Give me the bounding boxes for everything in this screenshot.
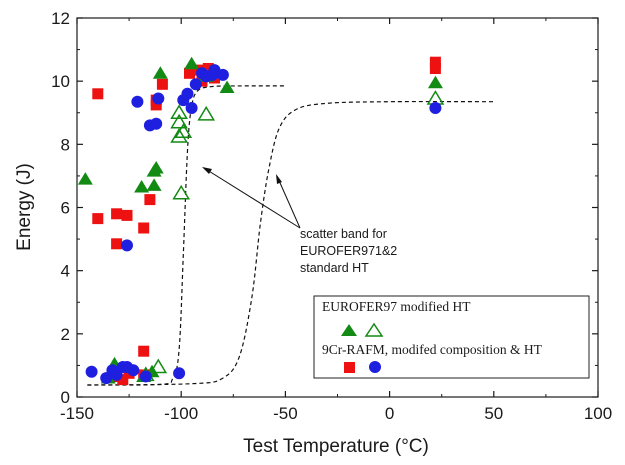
annotation-line-1: scatter band for: [300, 227, 387, 241]
data-point-triangle-6: [148, 161, 164, 174]
legend: EUROFER97 modified HT 9Cr-RAFM, modifed …: [313, 295, 590, 379]
axis-layer: [76, 17, 599, 398]
x-axis-title: Test Temperature (°C): [243, 436, 429, 457]
data-point-square-1: [92, 88, 104, 100]
data-point-circle-19: [208, 64, 221, 77]
data-point-triangle-open-2: [170, 113, 188, 129]
legend-box: [313, 295, 590, 379]
annotation-arrow-right: [276, 175, 301, 229]
data-point-circle-24: [106, 364, 119, 377]
data-point-square-13: [184, 67, 195, 79]
legend-marker-open-triangle: [364, 322, 384, 337]
data-point-triangle-11: [219, 80, 235, 93]
y-tick-label: 6: [61, 199, 70, 218]
data-point-square-4: [111, 238, 123, 250]
data-point-triangle-1: [77, 172, 93, 185]
data-point-square-2: [92, 213, 104, 225]
legend-label-group1: EUROFER97 modified HT: [322, 299, 471, 314]
data-point-square-3: [111, 208, 123, 220]
data-point-circle-23: [121, 361, 133, 373]
data-point-triangle-8: [152, 66, 168, 79]
annotation: scatter band for EUROFER971&2 standard H…: [202, 167, 397, 275]
data-point-circle-22: [429, 102, 442, 114]
data-point-square-9: [144, 194, 156, 206]
y-tick-label: 10: [51, 72, 70, 91]
data-point-triangle-open-5: [174, 123, 193, 138]
annotation-line-2: EUROFER971&2: [300, 244, 397, 258]
data-point-triangle-3: [134, 179, 150, 193]
y-tick-label: 12: [51, 9, 70, 28]
scatter-band-curve-2: [87, 100, 494, 386]
annotation-arrowhead-left: [202, 167, 212, 174]
legend-marker-filled-triangle: [341, 324, 357, 336]
data-point-square-5: [121, 209, 133, 221]
data-point-circle-21: [173, 367, 186, 380]
data-point-circle-1: [85, 365, 98, 378]
scatter-band-curve-1: [87, 85, 286, 386]
y-axis-title: Energy (J): [14, 163, 35, 251]
data-point-circle-10: [150, 117, 163, 130]
data-point-triangle-open-3: [170, 127, 188, 143]
data-point-triangle-7: [146, 178, 162, 191]
tick-label-layer: -150 -100 -50 0 50 100 0 2 4 6 8 10 12: [51, 9, 612, 423]
x-tick-label: -100: [164, 404, 198, 423]
data-point-circle-13: [181, 87, 194, 100]
scatter-band-layer: [87, 85, 494, 386]
data-point-circle-8: [139, 370, 152, 383]
data-point-triangle-open-6: [197, 105, 216, 121]
x-tick-label: -150: [60, 404, 94, 423]
data-point-triangle-9: [184, 56, 200, 70]
annotation-arrowhead-right: [276, 174, 282, 184]
data-point-circle-20: [185, 102, 198, 114]
data-point-triangle-12: [427, 75, 443, 89]
legend-marker-square: [344, 362, 355, 373]
data-point-circle-5: [121, 239, 133, 252]
x-tick-label: 0: [385, 404, 394, 423]
y-tick-label: 0: [61, 388, 70, 407]
x-tick-label: -50: [273, 404, 298, 423]
annotation-arrow-left: [203, 167, 301, 229]
data-point-square-19: [429, 63, 441, 74]
data-point-square-7: [138, 222, 150, 234]
legend-label-group2: 9Cr-RAFM, modifed composition & HT: [322, 342, 543, 357]
data-point-circle-7: [131, 95, 144, 108]
data-point-square-16: [202, 63, 214, 74]
y-tick-label: 8: [61, 135, 70, 154]
data-point-layer: [77, 56, 445, 386]
data-point-triangle-open-1: [170, 104, 188, 119]
data-point-square-11: [156, 78, 168, 90]
data-point-circle-14: [189, 78, 202, 91]
x-tick-label: 50: [484, 404, 503, 423]
annotation-line-3: standard HT: [300, 261, 369, 275]
data-point-circle-11: [152, 92, 165, 105]
legend-marker-circle: [369, 361, 381, 373]
data-point-triangle-open-4: [172, 184, 191, 200]
data-point-square-18: [429, 56, 441, 68]
data-point-triangle-open-8: [149, 358, 168, 374]
data-point-square-21: [117, 374, 129, 386]
data-point-square-8: [138, 345, 150, 357]
x-tick-label: 100: [584, 404, 612, 423]
y-tick-label: 2: [61, 325, 70, 344]
y-tick-label: 4: [61, 262, 70, 281]
